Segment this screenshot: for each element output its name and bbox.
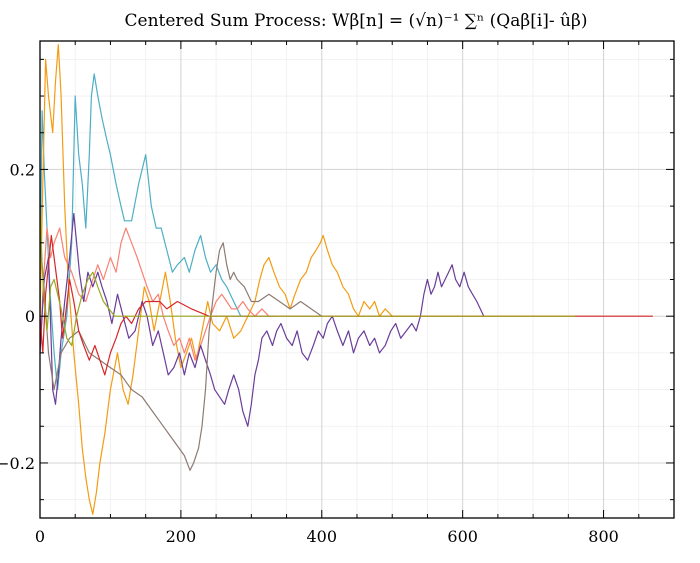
x-tick-label: 600: [447, 527, 478, 546]
y-tick-label: 0: [25, 307, 35, 326]
grid: [39, 41, 675, 518]
series-line-7: [39, 206, 576, 347]
series-line-1: [39, 73, 248, 391]
x-tick-label: 0: [35, 527, 45, 546]
chart-title: Centered Sum Process: Wβ[n] = (√n)⁻¹ ∑ⁿ …: [125, 11, 588, 31]
series-group: [39, 44, 653, 515]
series-line-3: [39, 227, 276, 361]
y-tick-label: −0.2: [0, 454, 35, 473]
x-tick-label: 400: [307, 527, 338, 546]
series-line-2: [39, 44, 576, 515]
series-line-6: [39, 234, 653, 376]
x-tick-label: 200: [166, 527, 197, 546]
x-tick-label: 800: [588, 527, 619, 546]
series-line-4: [39, 212, 485, 427]
tick-labels: 0 200 400 600 800 −0.2 0 0.2: [0, 160, 619, 546]
ticks: [39, 41, 675, 518]
y-tick-label: 0.2: [10, 160, 35, 179]
series-line-5: [39, 242, 323, 471]
